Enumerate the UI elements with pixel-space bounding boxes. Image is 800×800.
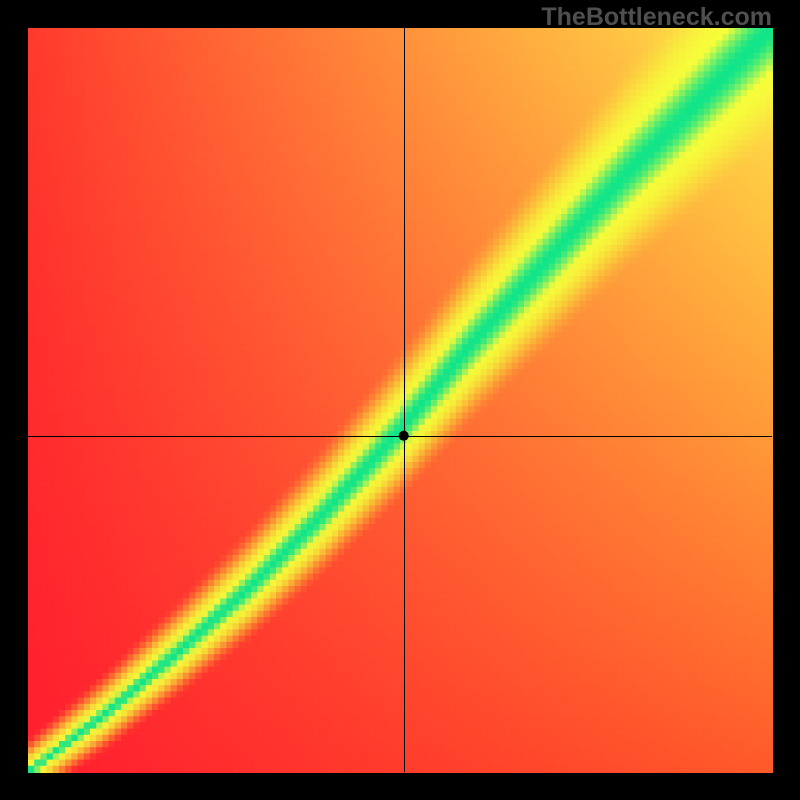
chart-container: TheBottleneck.com (0, 0, 800, 800)
bottleneck-heatmap (0, 0, 800, 800)
watermark-text: TheBottleneck.com (541, 3, 772, 32)
